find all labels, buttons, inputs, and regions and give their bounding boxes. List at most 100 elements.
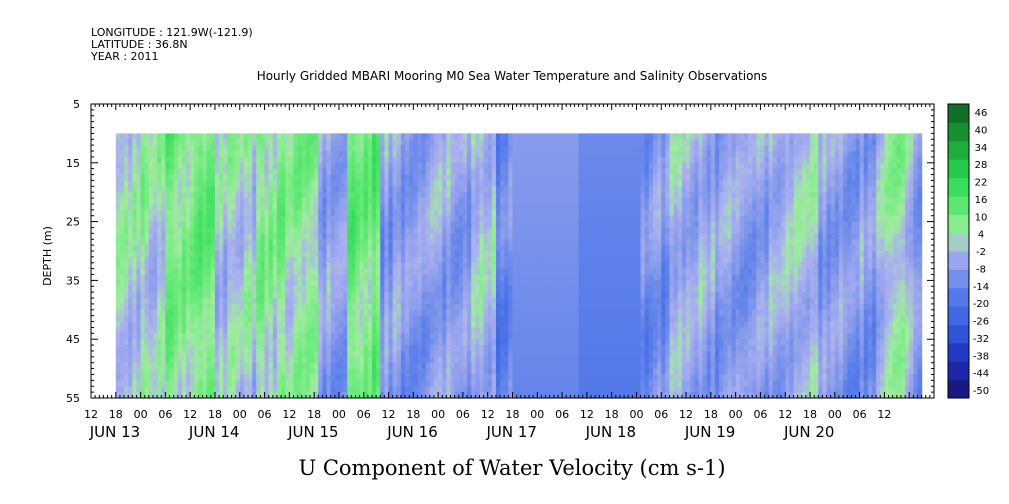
heatmap-cell [165,156,171,164]
heatmap-cell [301,274,307,281]
heatmap-cell [210,145,216,152]
heatmap-cell [417,309,423,317]
heatmap-cell [524,203,530,211]
heatmap-cell [136,215,142,223]
heatmap-cell [264,251,270,258]
heatmap-cell [400,321,406,329]
heatmap-cell [533,180,538,187]
heatmap-cell [301,239,307,246]
heatmap-cell [161,192,166,199]
heatmap-cell [318,239,324,246]
heatmap-cell [285,309,290,317]
heatmap-cell [512,333,518,340]
heatmap-cell [281,280,286,287]
heatmap-cell [549,245,555,252]
heatmap-cell [438,292,443,299]
heatmap-cell [450,151,456,158]
heatmap-cell [231,339,237,346]
heatmap-cell [272,198,278,205]
heatmap-cell [214,286,220,293]
heatmap-cell [508,356,514,364]
heatmap-cell [429,280,435,287]
heatmap-cell [264,133,270,140]
heatmap-cell [256,145,262,152]
heatmap-cell [347,174,352,182]
heatmap-cell [140,339,146,346]
heatmap-cell [231,151,237,158]
heatmap-cell [537,227,543,234]
heatmap-cell [334,227,340,234]
heatmap-cell [128,262,133,270]
heatmap-cell [458,262,464,270]
heatmap-cell [359,327,365,334]
heatmap-cell [239,286,245,293]
heatmap-cell [186,286,191,293]
heatmap-cell [190,380,195,387]
heatmap-cell [318,145,324,152]
heatmap-cell [285,345,290,352]
heatmap-cell [541,268,547,276]
heatmap-cell [380,374,385,381]
heatmap-cell [479,221,485,229]
heatmap-cell [438,203,443,211]
heatmap-cell [124,262,129,270]
heatmap-cell [475,339,481,346]
heatmap-cell [367,133,373,140]
heatmap-cell [405,268,410,276]
heatmap-cell [202,151,208,158]
heatmap-cell [285,356,290,364]
heatmap-cell [124,315,129,323]
heatmap-cell [165,145,171,152]
heatmap-cell [562,239,567,246]
heatmap-cell [504,274,509,281]
heatmap-cell [442,245,447,252]
heatmap-cell [343,280,348,287]
heatmap-cell [529,274,534,281]
heatmap-cell [425,198,431,205]
heatmap-cell [417,362,423,370]
heatmap-cell [119,356,125,364]
heatmap-cell [136,280,142,287]
heatmap-cell [152,221,158,229]
heatmap-cell [405,151,410,158]
heatmap-cell [442,198,447,205]
heatmap-cell [148,298,154,305]
heatmap-cell [276,162,282,170]
heatmap-cell [161,362,166,370]
heatmap-cell [214,145,220,152]
heatmap-cell [454,227,460,234]
heatmap-cell [334,274,340,281]
heatmap-cell [343,315,348,323]
heatmap-cell [516,215,522,223]
heatmap-cell [276,239,282,246]
heatmap-cell [347,386,352,393]
heatmap-cell [285,192,290,199]
heatmap-cell [549,198,555,205]
heatmap-cell [190,145,195,152]
heatmap-cell [119,245,125,252]
heatmap-cell [144,356,150,364]
heatmap-cell [334,339,340,346]
heatmap-cell [264,186,270,193]
heatmap-cell [520,350,526,358]
heatmap-cell [417,327,423,334]
heatmap-cell [483,286,489,293]
heatmap-cell [318,303,324,311]
heatmap-cell [285,209,290,217]
heatmap-cell [119,221,125,229]
heatmap-cell [355,274,361,281]
heatmap-cell [252,239,257,246]
heatmap-cell [239,380,245,387]
heatmap-cell [529,339,534,346]
heatmap-cell [483,174,489,182]
heatmap-cell [471,233,476,240]
heatmap-cell [140,139,146,146]
heatmap-cell [140,262,146,270]
heatmap-cell [276,168,282,176]
heatmap-cell [376,245,381,252]
heatmap-cell [553,215,559,223]
heatmap-cell [351,221,357,229]
heatmap-cell [446,151,452,158]
heatmap-cell [202,192,208,199]
heatmap-cell [285,174,290,182]
